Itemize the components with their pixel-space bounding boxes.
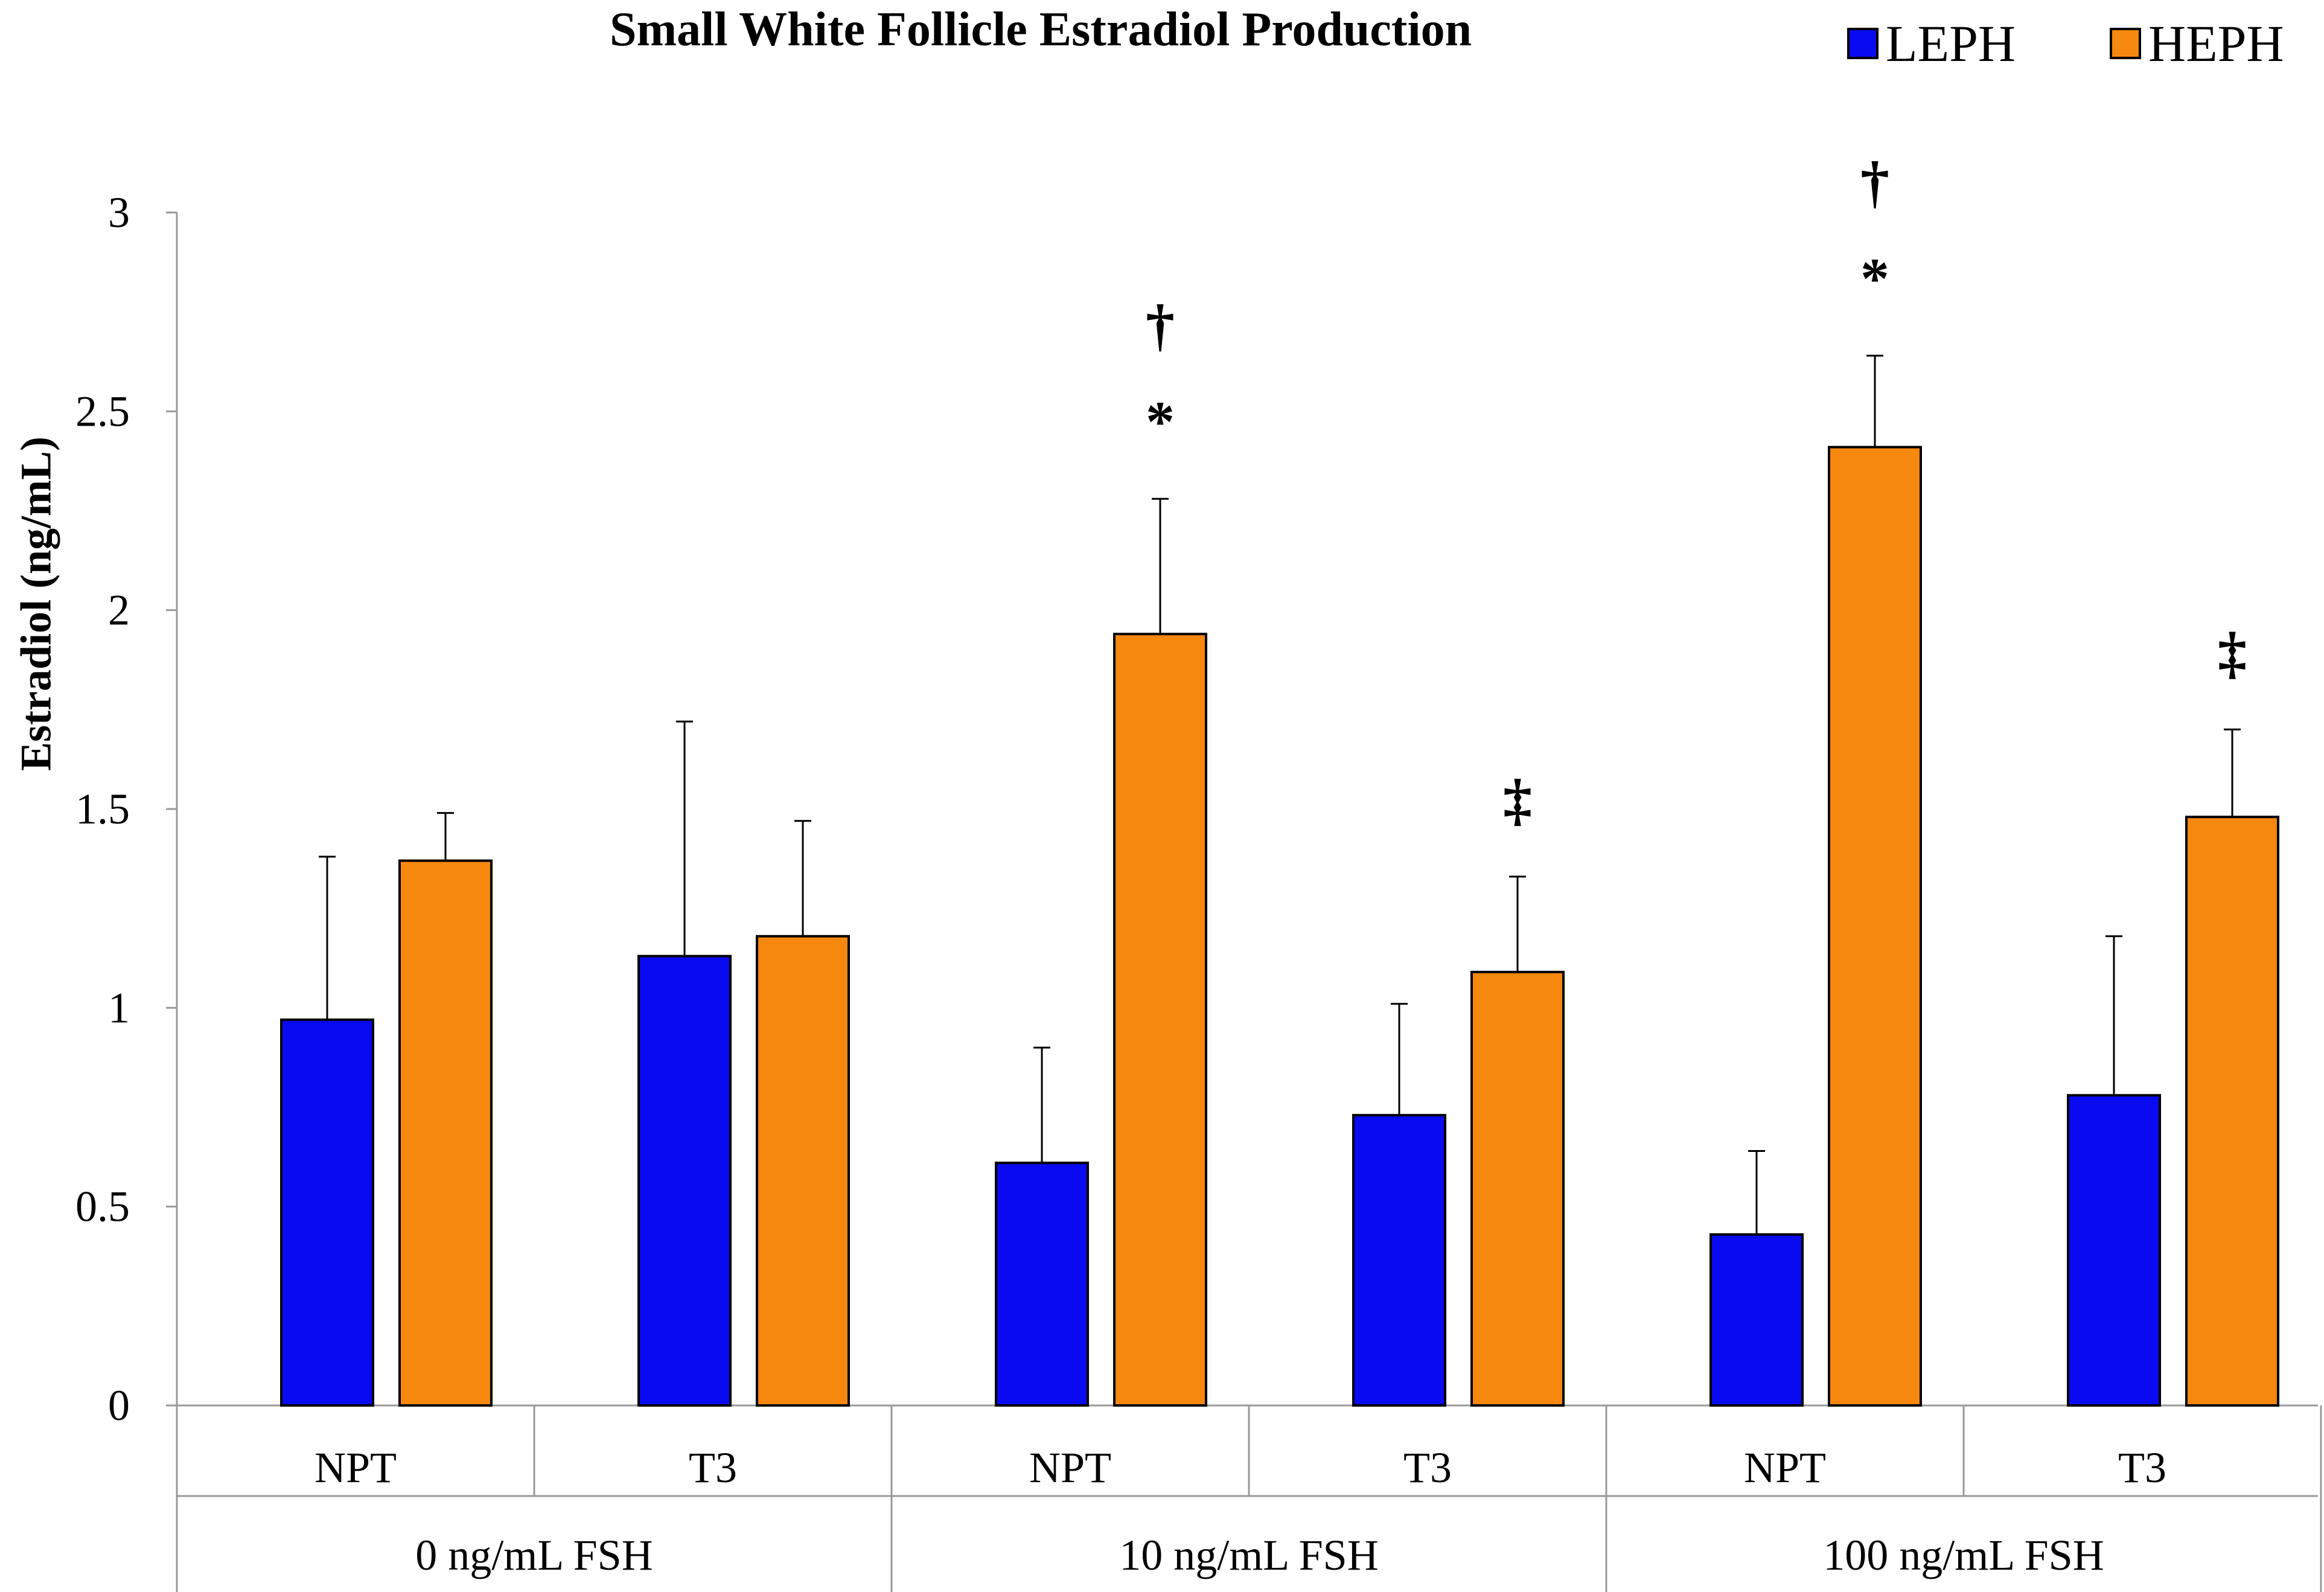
- x-group-label: 10 ng/mL FSH: [1119, 1531, 1378, 1579]
- bar-heph: [398, 859, 493, 1407]
- y-tick-label: 2.5: [75, 387, 130, 435]
- y-tick-label: 1.5: [75, 785, 130, 833]
- bar-leph: [1352, 1114, 1446, 1407]
- bar-heph: [1828, 446, 1922, 1407]
- x-group-label: 0 ng/mL FSH: [415, 1531, 653, 1579]
- bar-leph: [995, 1162, 1089, 1407]
- x-tick-label: T3: [689, 1443, 737, 1492]
- y-tick-label: 2: [108, 586, 130, 635]
- significance-marker: ‡: [1503, 767, 1532, 832]
- significance-marker: *: [1860, 246, 1889, 311]
- y-tick-label: 0: [108, 1381, 130, 1430]
- bar-heph: [1113, 633, 1207, 1407]
- bar-leph: [1709, 1233, 1804, 1407]
- bar-leph: [280, 1018, 374, 1407]
- y-tick-label: 3: [108, 188, 130, 237]
- bar-leph: [2067, 1094, 2161, 1407]
- y-tick-label: 0.5: [75, 1183, 130, 1231]
- y-tick-label: 1: [108, 983, 130, 1032]
- legend-label-heph: HEPH: [2148, 14, 2284, 72]
- significance-marker: †: [1146, 293, 1175, 357]
- bar-heph: [2185, 816, 2279, 1407]
- x-tick-label: NPT: [1744, 1443, 1826, 1492]
- significance-marker: ‡: [2218, 620, 2247, 685]
- legend-swatch-leph: [1847, 28, 1879, 59]
- chart-title: Small White Follicle Estradiol Productio…: [610, 3, 1472, 56]
- bar-heph: [756, 935, 850, 1407]
- x-tick-label: NPT: [314, 1443, 397, 1492]
- x-tick-label: NPT: [1029, 1443, 1111, 1492]
- x-tick-label: T3: [1403, 1443, 1452, 1492]
- legend-label-leph: LEPH: [1886, 14, 2016, 72]
- significance-marker: †: [1860, 150, 1889, 214]
- significance-marker: *: [1146, 389, 1175, 454]
- bar-heph: [1470, 971, 1565, 1407]
- x-tick-label: T3: [2118, 1443, 2166, 1492]
- x-group-label: 100 ng/mL FSH: [1823, 1531, 2104, 1579]
- bar-leph: [637, 954, 732, 1407]
- legend-swatch-heph: [2110, 28, 2141, 59]
- legend-item-heph: HEPH: [2110, 13, 2284, 74]
- legend-item-leph: LEPH: [1847, 13, 2016, 74]
